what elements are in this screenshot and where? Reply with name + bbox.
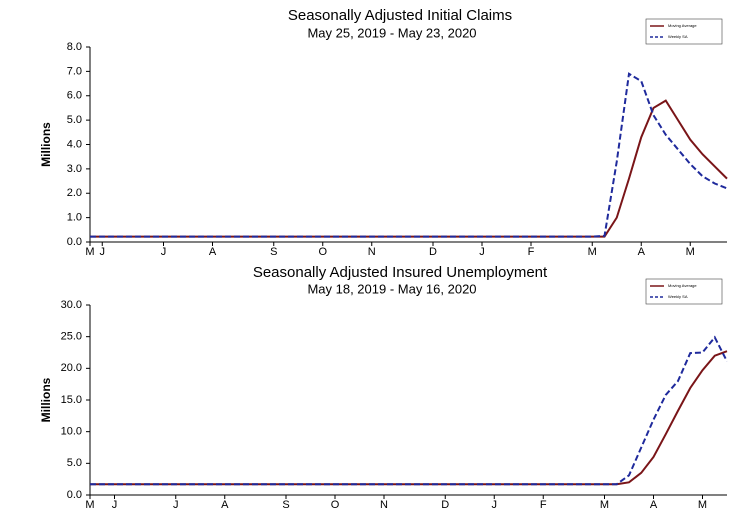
chart-title: Seasonally Adjusted Insured Unemployment <box>253 264 548 281</box>
x-tick-label: O <box>318 246 327 258</box>
x-tick-label: O <box>331 499 340 511</box>
x-tick-label: M <box>85 246 94 258</box>
x-tick-label: F <box>540 499 547 511</box>
legend-label: Weekly SA <box>668 34 688 39</box>
x-tick-label: M <box>85 499 94 511</box>
x-tick-label: M <box>600 499 609 511</box>
y-tick-label: 5.0 <box>67 457 82 469</box>
y-tick-label: 15.0 <box>61 394 82 406</box>
x-tick-label: J <box>492 499 498 511</box>
x-tick-label: J <box>479 246 485 258</box>
y-tick-label: 7.0 <box>67 65 82 77</box>
series-line <box>90 335 728 486</box>
y-axis-label: Millions <box>39 122 53 167</box>
y-axis-label: Millions <box>39 377 53 422</box>
x-tick-label: A <box>638 246 646 258</box>
x-tick-label: J <box>173 499 179 511</box>
y-tick-label: 10.0 <box>61 426 82 438</box>
legend-box <box>645 278 723 305</box>
y-tick-label: 30.0 <box>61 299 82 311</box>
y-tick-label: 20.0 <box>61 362 82 374</box>
x-tick-label: A <box>209 246 217 258</box>
chart-title: Seasonally Adjusted Initial Claims <box>288 7 512 24</box>
y-tick-label: 1.0 <box>67 212 82 224</box>
x-tick-label: N <box>380 499 388 511</box>
y-tick-label: 3.0 <box>67 163 82 175</box>
x-tick-label: D <box>441 499 449 511</box>
chart-subtitle: May 18, 2019 - May 16, 2020 <box>307 281 476 296</box>
legend-label: Moving Average <box>668 283 697 288</box>
x-tick-label: A <box>221 499 229 511</box>
y-tick-label: 2.0 <box>67 187 82 199</box>
x-tick-label: S <box>270 246 277 258</box>
x-tick-label: D <box>429 246 437 258</box>
y-tick-label: 8.0 <box>67 41 82 53</box>
y-tick-label: 6.0 <box>67 90 82 102</box>
y-tick-label: 0.0 <box>67 236 82 248</box>
x-tick-label: S <box>282 499 289 511</box>
x-tick-label: J <box>161 246 167 258</box>
series-line <box>90 99 728 238</box>
legend-box <box>645 18 723 45</box>
x-tick-label: M <box>588 246 597 258</box>
series-line <box>90 72 728 238</box>
x-tick-label: M <box>698 499 707 511</box>
legend-label: Moving Average <box>668 23 697 28</box>
series-line <box>90 350 728 486</box>
x-tick-label: F <box>528 246 535 258</box>
x-tick-label: A <box>650 499 658 511</box>
y-tick-label: 25.0 <box>61 331 82 343</box>
x-tick-label: J <box>112 499 118 511</box>
y-tick-label: 5.0 <box>67 114 82 126</box>
chart-subtitle: May 25, 2019 - May 23, 2020 <box>307 25 476 40</box>
y-tick-label: 0.0 <box>67 489 82 501</box>
legend-label: Weekly SA <box>668 294 688 299</box>
x-tick-label: M <box>686 246 695 258</box>
x-tick-label: N <box>368 246 376 258</box>
x-tick-label: J <box>100 246 106 258</box>
y-tick-label: 4.0 <box>67 138 82 150</box>
